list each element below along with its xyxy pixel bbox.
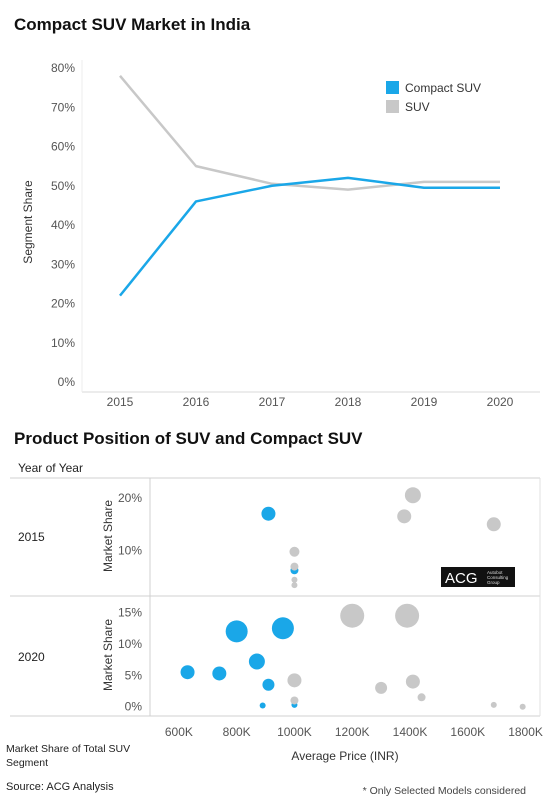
- scatter-y-tick-label: 20%: [118, 491, 142, 505]
- scatter-points: [180, 487, 526, 710]
- line-y-tick-label: 10%: [51, 336, 75, 350]
- line-y-tick-label: 50%: [51, 179, 75, 193]
- legend-label-compact-suv: Compact SUV: [405, 81, 481, 95]
- line-chart-x-ticks: 2015 2016 2017 2018 2019 2020: [107, 395, 514, 409]
- bubble-compact-suv-2020: [259, 702, 266, 709]
- facet-header: Year of Year: [18, 461, 83, 475]
- panel-2020-y-label: Market Share: [101, 619, 115, 691]
- scatter-y-tick-label: 15%: [118, 606, 142, 620]
- line-chart-series: [119, 75, 500, 297]
- bubble-suv-2015: [290, 562, 299, 571]
- series-line-compact-suv: [119, 176, 500, 297]
- bubble-compact-suv-2020: [212, 666, 227, 681]
- scatter-y-tick-label: 10%: [118, 544, 142, 558]
- panel-label-2015: 2015: [18, 530, 45, 544]
- scatter-x-tick-label: 600K: [165, 725, 193, 739]
- scatter-y-tick-label: 10%: [118, 637, 142, 651]
- line-y-tick-label: 40%: [51, 218, 75, 232]
- bubble-compact-suv-2020: [225, 620, 248, 643]
- scatter-x-tick-label: 1400K: [393, 725, 428, 739]
- bubble-suv-2015: [486, 517, 501, 532]
- scatter-x-tick-label: 1600K: [450, 725, 485, 739]
- line-x-tick-label: 2020: [487, 395, 514, 409]
- bubble-suv-2020: [395, 603, 420, 628]
- bubble-suv-2020: [287, 673, 302, 688]
- scatter-chart: Product Position of SUV and Compact SUV …: [10, 429, 543, 763]
- line-x-tick-label: 2018: [335, 395, 362, 409]
- bubble-suv-2020: [290, 696, 299, 705]
- line-chart-title: Compact SUV Market in India: [14, 15, 251, 34]
- line-chart: Compact SUV Market in India Segment Shar…: [14, 15, 540, 409]
- logo-text: ACG: [445, 570, 478, 587]
- bubble-compact-suv-2020: [262, 678, 275, 691]
- line-x-tick-label: 2019: [411, 395, 438, 409]
- bubble-suv-2015: [289, 546, 300, 557]
- bubble-compact-suv-2020: [180, 665, 195, 680]
- line-chart-legend: Compact SUV SUV: [386, 81, 481, 114]
- line-chart-y-ticks: 0% 10% 20% 30% 40% 50% 60% 70% 80%: [51, 61, 75, 389]
- scatter-x-label: Average Price (INR): [291, 749, 398, 763]
- scatter-x-tick-label: 1800K: [508, 725, 543, 739]
- bubble-compact-suv-2020: [248, 653, 265, 670]
- bubble-suv-2020: [405, 674, 420, 689]
- panel-label-2020: 2020: [18, 650, 45, 664]
- line-y-tick-label: 70%: [51, 100, 75, 114]
- bubble-compact-suv-2015: [261, 506, 276, 521]
- source-note: Source: ACG Analysis: [6, 781, 114, 793]
- line-x-tick-label: 2016: [183, 395, 210, 409]
- bubble-suv-2015: [404, 487, 421, 504]
- series-line-suv: [119, 75, 500, 191]
- line-chart-y-label: Segment Share: [21, 180, 35, 264]
- bubble-suv-2015: [397, 509, 412, 524]
- panel-2015-y-label: Market Share: [101, 500, 115, 572]
- line-x-tick-label: 2017: [259, 395, 286, 409]
- bubble-suv-2020: [519, 703, 526, 710]
- bubble-compact-suv-2020: [271, 617, 294, 640]
- acg-logo: ACG Autobot Consulting Group: [441, 567, 515, 587]
- market-share-segment-label-line1: Market Share of Total SUV: [6, 743, 130, 755]
- line-y-tick-label: 20%: [51, 297, 75, 311]
- bubble-suv-2020: [490, 701, 497, 708]
- line-y-tick-label: 80%: [51, 61, 75, 75]
- scatter-y-tick-label: 0%: [125, 700, 143, 714]
- bubble-suv-2015: [291, 582, 298, 589]
- legend-label-suv: SUV: [405, 100, 430, 114]
- scatter-x-tick-label: 1200K: [335, 725, 370, 739]
- market-share-segment-label-line2: Segment: [6, 757, 48, 769]
- logo-sub-3: Group: [487, 580, 500, 585]
- logo-sub-1: Autobot: [487, 570, 503, 575]
- scatter-chart-title: Product Position of SUV and Compact SUV: [14, 429, 363, 448]
- bubble-suv-2020: [417, 693, 426, 702]
- legend-swatch-compact-suv: [386, 81, 399, 94]
- bubble-suv-2020: [340, 603, 365, 628]
- bubble-suv-2020: [375, 681, 388, 694]
- line-y-tick-label: 30%: [51, 257, 75, 271]
- bubble-suv-2015: [291, 576, 298, 583]
- line-y-tick-label: 0%: [58, 375, 76, 389]
- scatter-y-tick-label: 5%: [125, 668, 143, 682]
- models-footnote: * Only Selected Models considered: [363, 785, 527, 797]
- scatter-ticks: 600K 800K 1000K 1200K 1400K 1600K 1800K 10% 20% 0…: [118, 491, 543, 739]
- logo-box: [441, 567, 515, 587]
- line-x-tick-label: 2015: [107, 395, 134, 409]
- scatter-x-tick-label: 800K: [223, 725, 251, 739]
- scatter-x-tick-label: 1000K: [277, 725, 312, 739]
- line-y-tick-label: 60%: [51, 140, 75, 154]
- legend-swatch-suv: [386, 100, 399, 113]
- logo-sub-2: Consulting: [487, 575, 509, 580]
- footer: Market Share of Total SUV Segment Source…: [6, 743, 526, 797]
